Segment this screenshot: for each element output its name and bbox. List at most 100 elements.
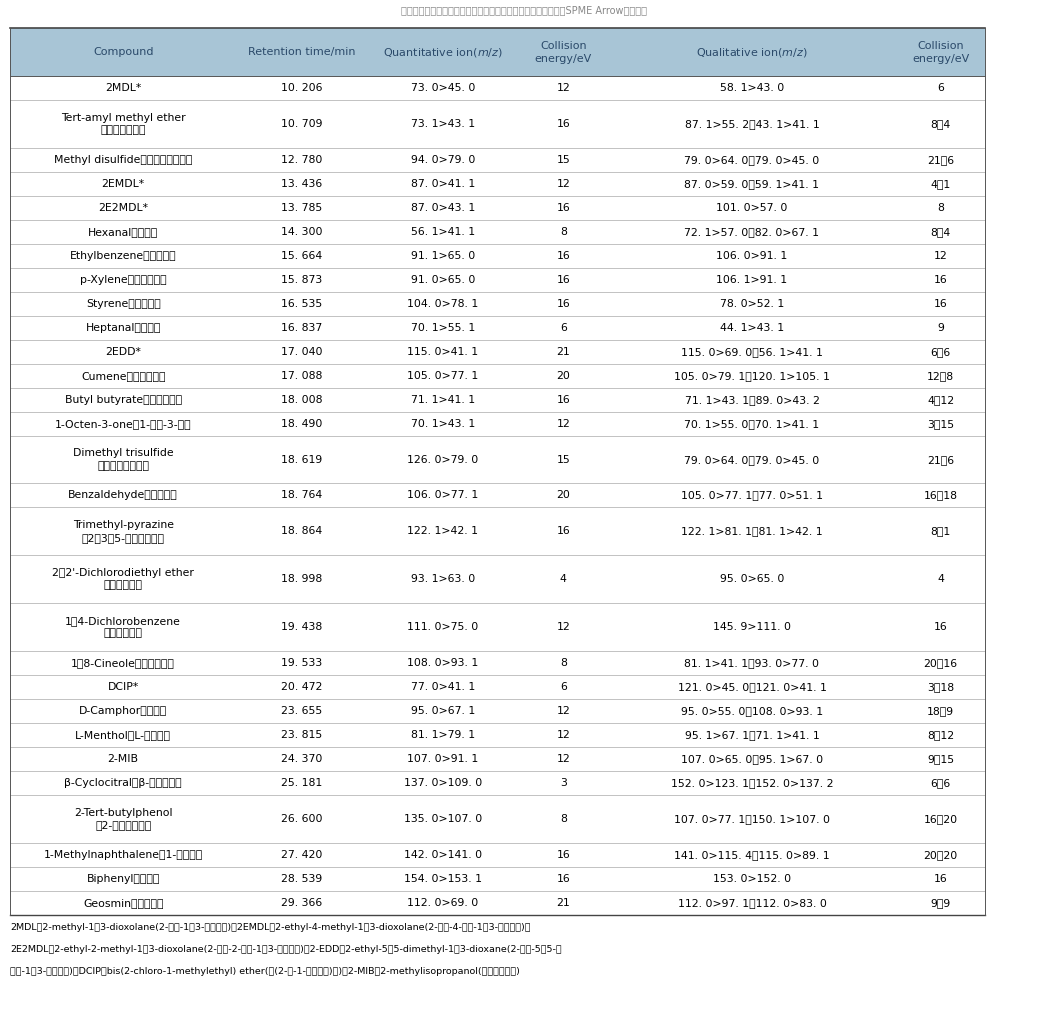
Text: 4，12: 4，12 (927, 394, 954, 405)
Text: 18. 619: 18. 619 (281, 454, 322, 464)
Text: Ethylbenzene（乙基苯）: Ethylbenzene（乙基苯） (70, 250, 176, 261)
Text: 16: 16 (556, 275, 570, 285)
Text: 16: 16 (556, 850, 570, 860)
Bar (10, 387, 985, 412)
Text: 15. 873: 15. 873 (281, 275, 322, 285)
Text: 6: 6 (560, 322, 567, 333)
Text: Retention time/min: Retention time/min (247, 48, 355, 58)
Text: 107. 0>65. 0，95. 1>67. 0: 107. 0>65. 0，95. 1>67. 0 (681, 754, 823, 764)
Text: 16: 16 (556, 299, 570, 309)
Text: 6: 6 (560, 682, 567, 693)
Bar (10, 172, 985, 196)
Text: 23. 815: 23. 815 (281, 730, 322, 740)
Text: 72. 1>57. 0，82. 0>67. 1: 72. 1>57. 0，82. 0>67. 1 (684, 227, 820, 237)
Text: Styrene（苯乙烯）: Styrene（苯乙烯） (86, 299, 160, 309)
Text: 21: 21 (556, 347, 570, 357)
Text: 95. 1>67. 1，71. 1>41. 1: 95. 1>67. 1，71. 1>41. 1 (684, 730, 820, 740)
Text: 10. 709: 10. 709 (281, 120, 322, 129)
Text: 8，4: 8，4 (931, 120, 951, 129)
Text: 18. 998: 18. 998 (281, 574, 322, 584)
Bar (10, 100, 985, 148)
Text: 122. 1>42. 1: 122. 1>42. 1 (408, 526, 478, 536)
Text: 12，8: 12，8 (927, 371, 954, 380)
Text: 12: 12 (556, 730, 570, 740)
Text: 9，15: 9，15 (927, 754, 954, 764)
Text: 78. 0>52. 1: 78. 0>52. 1 (720, 299, 784, 309)
Text: 95. 0>67. 1: 95. 0>67. 1 (411, 706, 475, 716)
Text: 112. 0>69. 0: 112. 0>69. 0 (408, 897, 478, 908)
Text: 6: 6 (937, 83, 944, 93)
Text: 87. 1>55. 2，43. 1>41. 1: 87. 1>55. 2，43. 1>41. 1 (684, 120, 820, 129)
Bar (10, 699, 985, 723)
Text: 21: 21 (556, 897, 570, 908)
Text: 12: 12 (556, 754, 570, 764)
Text: 18. 764: 18. 764 (281, 491, 322, 501)
Text: 145. 9>111. 0: 145. 9>111. 0 (713, 623, 791, 632)
Text: 13. 436: 13. 436 (281, 179, 322, 189)
Text: Quantitative ion($m/z$): Quantitative ion($m/z$) (383, 46, 503, 59)
Text: Methyl disulfide（二甲基二硫醚）: Methyl disulfide（二甲基二硫醚） (53, 155, 193, 165)
Text: 56. 1>41. 1: 56. 1>41. 1 (411, 227, 475, 237)
Text: 15: 15 (556, 155, 570, 165)
Bar (10, 484, 985, 507)
Bar (10, 244, 985, 268)
Text: 87. 0>43. 1: 87. 0>43. 1 (411, 203, 475, 213)
Text: Compound: Compound (93, 48, 153, 58)
Text: 15. 664: 15. 664 (281, 250, 322, 261)
Text: 16. 837: 16. 837 (281, 322, 322, 333)
Text: 20，16: 20，16 (923, 658, 958, 668)
Text: 2E2MDL：2-ethyl-2-methyl-1，3-dioxolane(2-乙基-2-甲基-1，3-二氧戊环)；2-EDD：2-ethyl-5，5-dime: 2E2MDL：2-ethyl-2-methyl-1，3-dioxolane(2-… (10, 945, 562, 954)
Text: 87. 0>41. 1: 87. 0>41. 1 (411, 179, 475, 189)
Text: 24. 370: 24. 370 (281, 754, 322, 764)
Text: 2-Tert-butylphenol
（2-叔丁基苯酚）: 2-Tert-butylphenol （2-叔丁基苯酚） (74, 807, 172, 830)
Text: 71. 1>43. 1，89. 0>43. 2: 71. 1>43. 1，89. 0>43. 2 (684, 394, 820, 405)
Text: 26. 600: 26. 600 (281, 814, 322, 823)
Text: 71. 1>41. 1: 71. 1>41. 1 (411, 394, 475, 405)
Text: 87. 0>59. 0，59. 1>41. 1: 87. 0>59. 0，59. 1>41. 1 (684, 179, 820, 189)
Text: 12: 12 (556, 179, 570, 189)
Text: 17. 040: 17. 040 (281, 347, 322, 357)
Bar (10, 890, 985, 915)
Text: 91. 1>65. 0: 91. 1>65. 0 (411, 250, 475, 261)
Text: 8，4: 8，4 (931, 227, 951, 237)
Bar (10, 867, 985, 890)
Text: Biphenyl（联苯）: Biphenyl（联苯） (86, 874, 160, 883)
Text: 20: 20 (556, 491, 570, 501)
Text: 3，18: 3，18 (927, 682, 954, 693)
Text: 135. 0>107. 0: 135. 0>107. 0 (403, 814, 482, 823)
Text: Trimethyl-pyrazine
（2，3，5-三甲基吡嗪）: Trimethyl-pyrazine （2，3，5-三甲基吡嗪） (72, 520, 174, 542)
Text: 2EDD*: 2EDD* (105, 347, 141, 357)
Bar (10, 843, 985, 867)
Text: Benzaldehyde（苯甲醛）: Benzaldehyde（苯甲醛） (68, 491, 178, 501)
Text: 15: 15 (556, 454, 570, 464)
Text: 8: 8 (937, 203, 944, 213)
Text: 18. 490: 18. 490 (281, 419, 322, 429)
Text: 79. 0>64. 0，79. 0>45. 0: 79. 0>64. 0，79. 0>45. 0 (684, 155, 820, 165)
Bar (10, 340, 985, 364)
Text: 12: 12 (556, 706, 570, 716)
Bar (10, 412, 985, 436)
Text: 16，20: 16，20 (923, 814, 958, 823)
Text: 1-Octen-3-one（1-辛烯-3-酮）: 1-Octen-3-one（1-辛烯-3-酮） (54, 419, 192, 429)
Text: 121. 0>45. 0，121. 0>41. 1: 121. 0>45. 0，121. 0>41. 1 (677, 682, 827, 693)
Text: 106. 1>91. 1: 106. 1>91. 1 (717, 275, 787, 285)
Text: 104. 0>78. 1: 104. 0>78. 1 (408, 299, 478, 309)
Text: 8: 8 (560, 227, 567, 237)
Text: 20: 20 (556, 371, 570, 380)
Text: 8，12: 8，12 (927, 730, 954, 740)
Text: 77. 0>41. 1: 77. 0>41. 1 (411, 682, 475, 693)
Text: L-Menthol（L-薄荷醇）: L-Menthol（L-薄荷醇） (75, 730, 171, 740)
Bar (10, 28, 985, 76)
Text: 9，9: 9，9 (931, 897, 951, 908)
Text: 16: 16 (934, 874, 947, 883)
Text: 141. 0>115. 4，115. 0>89. 1: 141. 0>115. 4，115. 0>89. 1 (674, 850, 830, 860)
Bar (10, 292, 985, 315)
Text: 1，8-Cineole（桉叶油素）: 1，8-Cineole（桉叶油素） (71, 658, 175, 668)
Text: 122. 1>81. 1，81. 1>42. 1: 122. 1>81. 1，81. 1>42. 1 (681, 526, 823, 536)
Text: 13. 785: 13. 785 (281, 203, 322, 213)
Text: 18，9: 18，9 (927, 706, 954, 716)
Text: 101. 0>57. 0: 101. 0>57. 0 (716, 203, 788, 213)
Text: 2，2'-Dichlorodiethyl ether
（二氯乙醚）: 2，2'-Dichlorodiethyl ether （二氯乙醚） (52, 568, 194, 590)
Text: 19. 438: 19. 438 (281, 623, 322, 632)
Text: 95. 0>65. 0: 95. 0>65. 0 (720, 574, 784, 584)
